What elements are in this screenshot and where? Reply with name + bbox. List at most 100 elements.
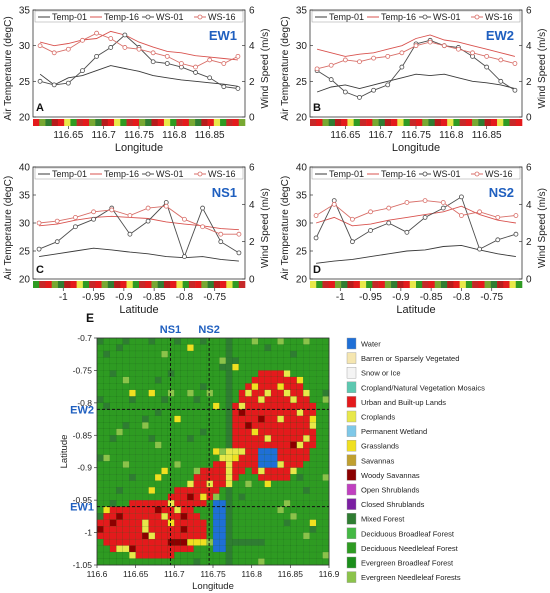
landuse-cell [206,441,214,449]
landuse-cell [251,402,259,410]
landuse-strip-cell [310,281,317,288]
landuse-cell [251,409,259,417]
landuse-cell [154,370,162,378]
landuse-cell [296,389,304,397]
landuse-cell [245,513,252,520]
landuse-strip-cell [347,281,354,288]
landuse-cell [135,422,143,430]
landuse-cell [200,448,207,456]
left-tick-label: 25 [296,247,308,258]
series-point-ws-16 [51,50,57,56]
landuse-cell [258,383,265,391]
landuse-strip-cell [33,119,40,126]
landuse-cell [232,435,240,443]
landuse-cell [245,402,252,410]
landuse-cell [225,363,233,371]
landuse-cell [103,500,111,507]
left-tick-label: 35 [296,6,308,17]
landuse-strip-cell [213,281,221,288]
landuse-cell [212,409,220,417]
map-legend-label: Water [361,340,381,349]
landuse-cell [303,409,310,417]
series-point-ws-01 [37,78,43,84]
landuse-cell [135,538,143,546]
landuse-cell [180,558,188,566]
landuse-cell [238,415,246,423]
map-legend-swatch [346,425,357,437]
landuse-cell [212,376,220,384]
landuse-cell [148,538,156,546]
landuse-cell [200,513,207,520]
series-point-ws-16 [513,213,519,218]
landuse-cell [142,357,149,365]
landuse-cell [232,415,240,423]
landuse-strip-cell [515,119,523,126]
landuse-cell [122,545,130,553]
landuse-cell [180,389,188,397]
landuse-cell [96,422,104,430]
landuse-cell [187,467,194,475]
landuse-cell [232,526,240,533]
series-point-ws-16 [484,53,490,59]
landuse-strip-cell [509,119,517,126]
landuse-cell [122,415,130,423]
landuse-strip-cell [341,119,348,126]
series-point-ws-16 [164,53,170,59]
landuse-cell [135,551,143,559]
landuse-cell [232,402,240,410]
landuse-cell [225,480,233,488]
map-legend-label: Grasslands [361,442,399,451]
landuse-cell [245,422,252,430]
map-legend-swatch [346,571,357,583]
right-tick-label: 0 [526,275,532,286]
landuse-cell [142,474,149,481]
landuse-cell [283,337,291,345]
x-tick-label: 116.85 [472,130,502,141]
landuse-cell [283,409,291,417]
left-tick-label: 30 [296,41,308,52]
landuse-cell [290,344,298,352]
landuse-cell [135,415,143,423]
landuse-cell [206,519,214,527]
landuse-cell [154,396,162,404]
landuse-cell [142,558,149,566]
landuse-cell [258,454,265,462]
landuse-cell [309,487,317,494]
y-tick-label: -0.85 [73,430,93,440]
landuse-cell [283,480,291,488]
landuse-cell [264,551,272,559]
series-point-ws-01 [385,82,391,88]
landuse-cell [103,519,111,527]
landuse-cell [238,545,246,553]
right-tick-label: 2 [526,237,532,248]
landuse-cell [303,526,310,533]
landuse-cell [264,532,272,540]
landuse-cell [296,526,304,533]
landuse-cell [116,376,124,384]
landuse-cell [225,409,233,417]
landuse-cell [309,396,317,404]
landuse-cell [96,409,104,417]
landuse-strip-cell [490,281,498,288]
landuse-cell [212,441,220,449]
landuse-cell [109,396,117,404]
landuse-cell [296,383,304,391]
y-axis-label-left: Air Temperature (degC) [3,176,14,280]
landuse-cell [174,357,182,365]
landuse-cell [187,441,194,449]
landuse-cell [212,506,220,514]
landuse-cell [225,467,233,475]
right-tick-label: 2 [526,77,532,88]
landuse-cell [148,357,156,365]
landuse-cell [316,506,323,514]
landuse-cell [116,441,124,449]
landuse-cell [187,487,194,494]
series-point-ws-16 [512,61,518,66]
landuse-cell [225,370,233,378]
landuse-strip-cell [157,119,165,126]
landuse-cell [161,448,169,456]
landuse-cell [129,519,136,527]
landuse-cell [270,409,278,417]
landuse-cell [154,526,162,533]
